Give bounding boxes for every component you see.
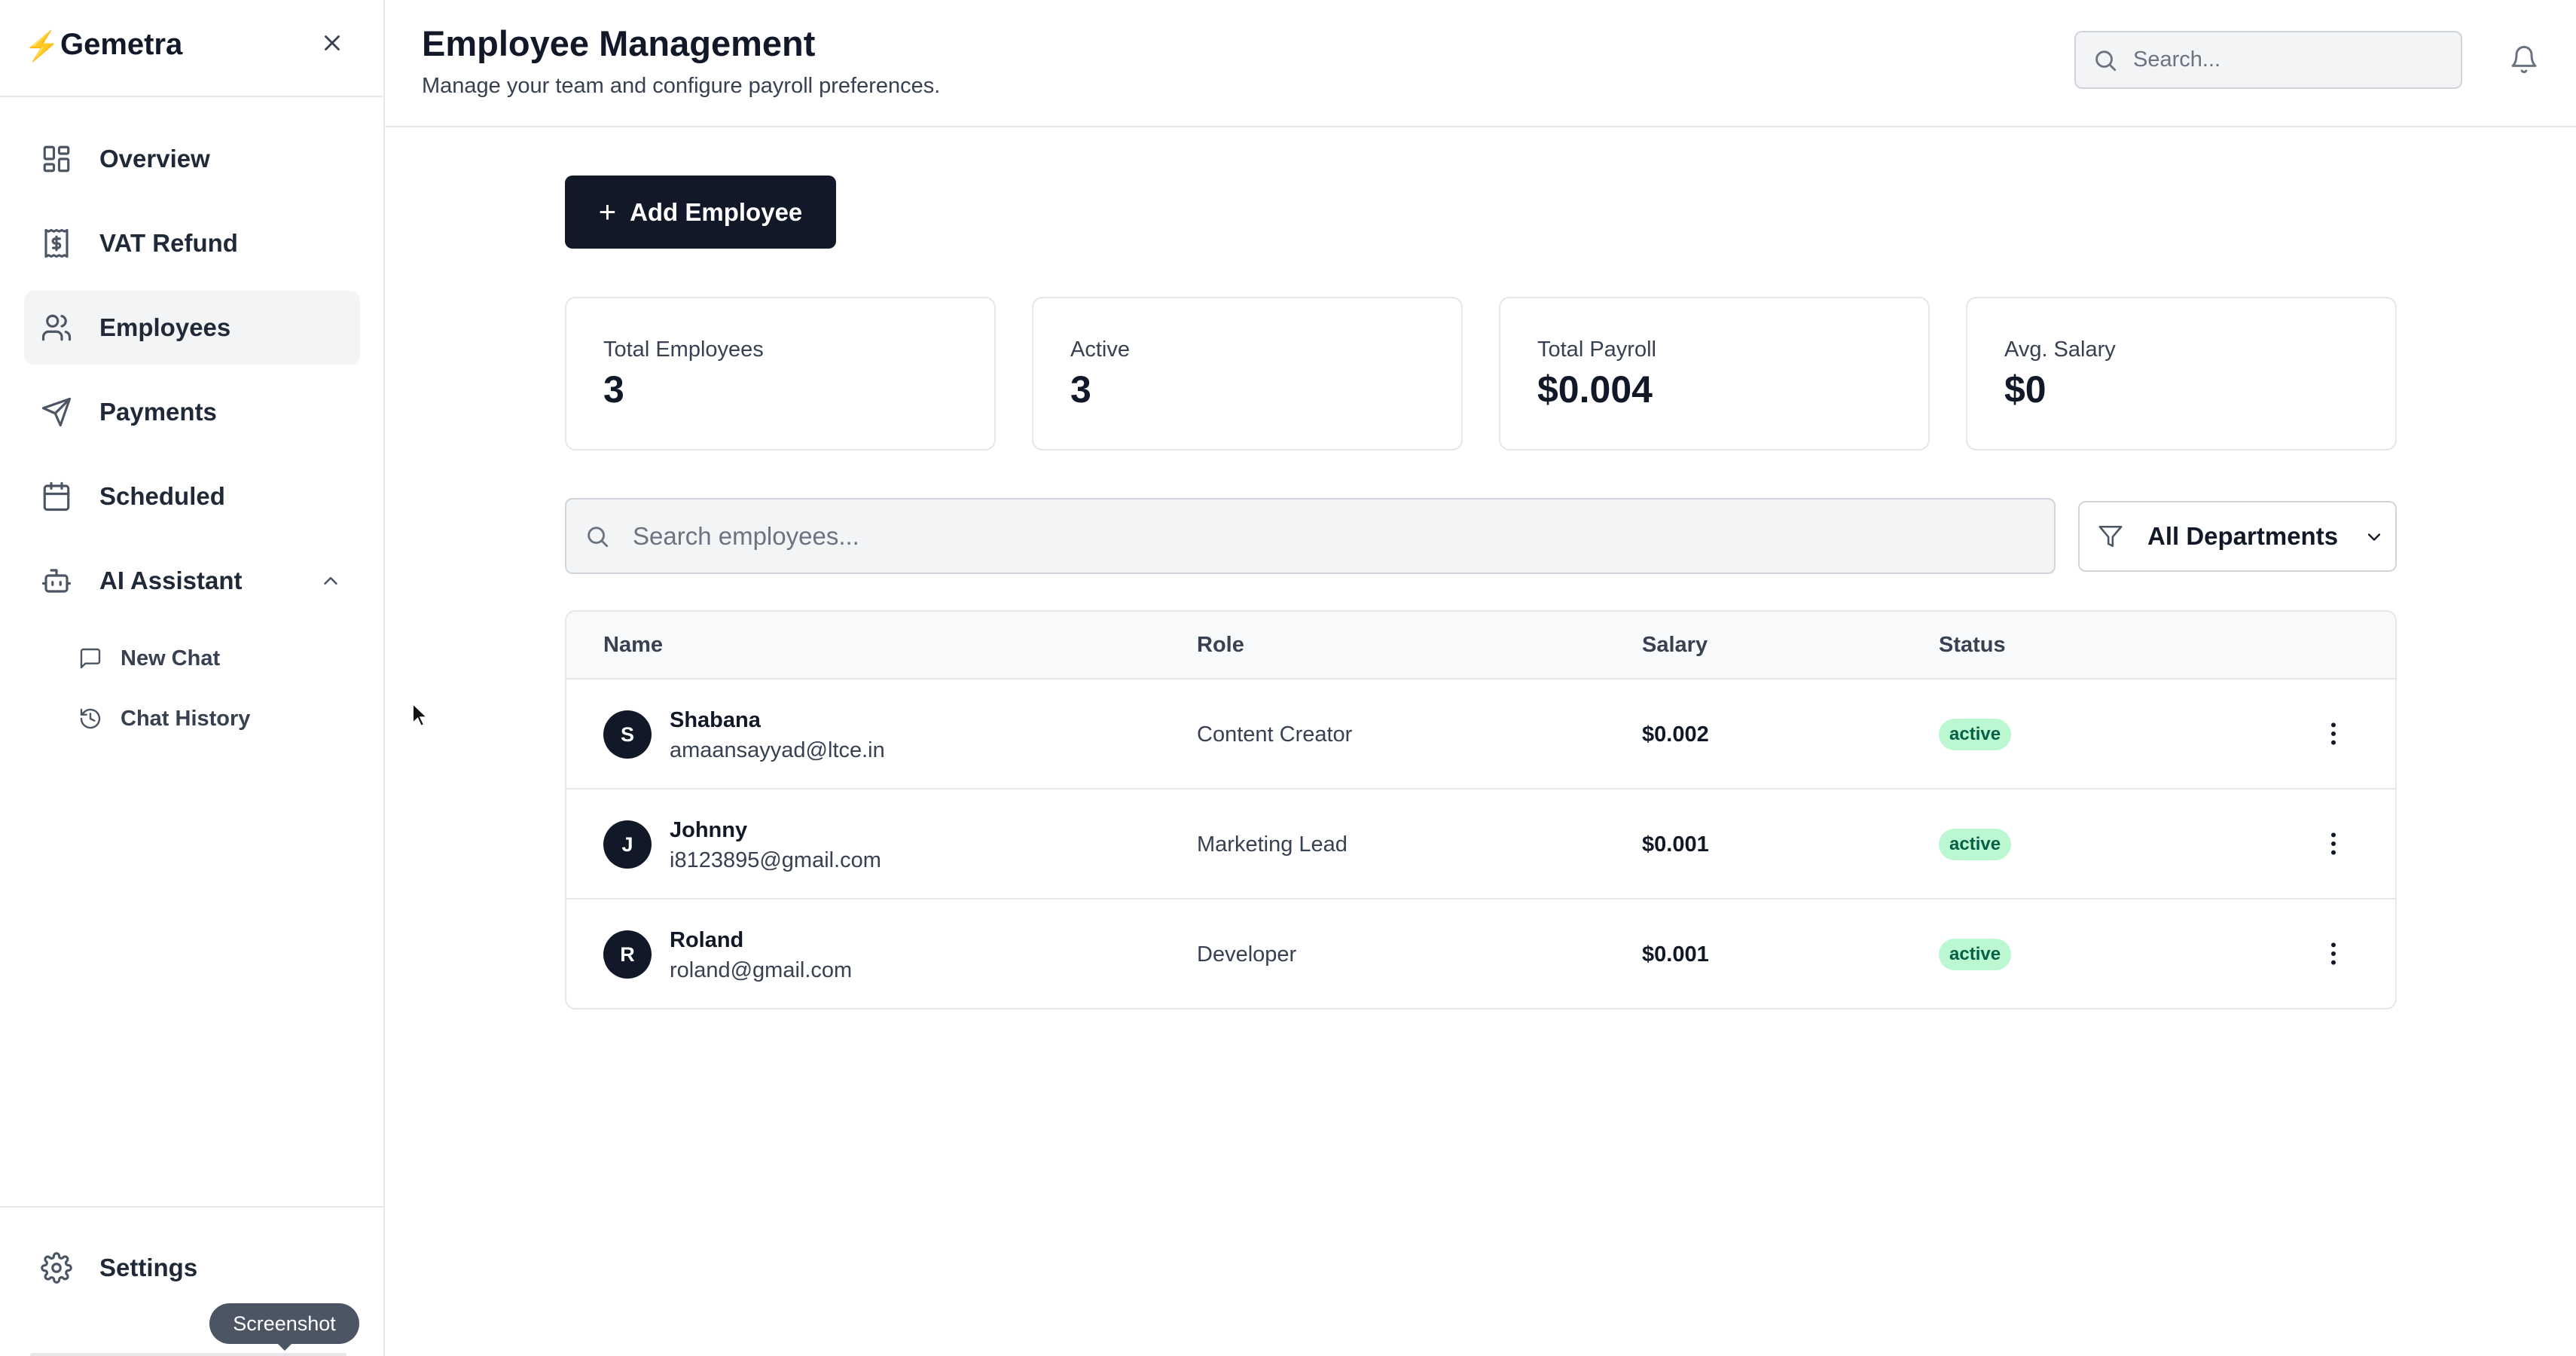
plus-icon: + xyxy=(598,195,617,229)
employee-email: amaansayyad@ltce.in xyxy=(670,738,885,762)
employee-role: Marketing Lead xyxy=(1197,832,1348,857)
page-subtitle: Manage your team and configure payroll p… xyxy=(422,74,941,98)
employee-role: Developer xyxy=(1197,942,1297,967)
table-header: Name Role Salary Status xyxy=(566,612,2395,680)
filter-icon xyxy=(2098,524,2123,549)
avatar: S xyxy=(603,710,652,759)
avatar: J xyxy=(603,820,652,869)
employee-email: i8123895@gmail.com xyxy=(670,848,881,872)
bot-icon xyxy=(41,565,72,597)
settings-label: Settings xyxy=(99,1254,198,1281)
employee-search[interactable] xyxy=(565,498,2056,574)
bell-icon[interactable] xyxy=(2509,44,2539,75)
table-row[interactable]: S Shabana amaansayyad@ltce.in Content Cr… xyxy=(566,680,2395,789)
sidebar-footer: Settings Screenshot xyxy=(0,1206,383,1356)
employee-name: Johnny xyxy=(670,818,748,842)
sidebar: ⚡ Gemetra Overview VAT Refund Employees xyxy=(0,0,385,1356)
brand-header: ⚡ Gemetra xyxy=(0,0,383,97)
add-employee-button[interactable]: + Add Employee xyxy=(565,176,836,249)
sidebar-item-settings[interactable]: Settings xyxy=(41,1252,197,1284)
sidebar-item-scheduled[interactable]: Scheduled xyxy=(24,460,360,533)
stats-row: Total Employees 3 Active 3 Total Payroll… xyxy=(565,297,2397,450)
search-icon xyxy=(584,524,610,549)
stat-value: $0 xyxy=(2004,368,2046,411)
page-title: Employee Management xyxy=(422,23,816,63)
chevron-up-icon[interactable] xyxy=(319,570,342,592)
stat-label: Avg. Salary xyxy=(2004,337,2116,362)
send-icon xyxy=(41,396,72,428)
column-header-salary: Salary xyxy=(1642,633,1708,657)
sidebar-item-label: AI Assistant xyxy=(99,567,243,594)
sidebar-item-ai-assistant[interactable]: AI Assistant xyxy=(24,544,360,618)
receipt-dollar-icon xyxy=(41,228,72,259)
chevron-down-icon xyxy=(2364,527,2385,548)
add-employee-label: Add Employee xyxy=(630,197,803,226)
stat-label: Total Employees xyxy=(603,337,764,362)
table-row[interactable]: J Johnny i8123895@gmail.com Marketing Le… xyxy=(566,789,2395,899)
table-row[interactable]: R Roland roland@gmail.com Developer $0.0… xyxy=(566,899,2395,1008)
employee-name: Roland xyxy=(670,928,744,952)
more-vertical-icon[interactable] xyxy=(2318,939,2349,969)
tooltip-tail xyxy=(276,1342,294,1351)
department-filter-value: All Departments xyxy=(2147,522,2339,550)
sidebar-item-label: Scheduled xyxy=(99,482,225,510)
employee-role: Content Creator xyxy=(1197,722,1353,747)
gear-icon xyxy=(41,1252,72,1284)
sidebar-item-label: VAT Refund xyxy=(99,229,238,257)
sidebar-item-label: Overview xyxy=(99,145,210,173)
stat-card-avg-salary: Avg. Salary $0 xyxy=(1966,297,2397,450)
column-header-name: Name xyxy=(603,633,663,657)
layout-grid-icon xyxy=(41,143,72,175)
sidebar-subitem-label: Chat History xyxy=(121,706,251,731)
stat-card-active: Active 3 xyxy=(1032,297,1463,450)
header-search[interactable] xyxy=(2074,31,2462,89)
stat-value: 3 xyxy=(603,368,624,411)
users-icon xyxy=(41,312,72,344)
bolt-icon: ⚡ xyxy=(24,31,60,63)
brand-name: Gemetra xyxy=(60,28,183,61)
employees-table: Name Role Salary Status S Shabana amaans… xyxy=(565,610,2397,1009)
employee-search-input[interactable] xyxy=(633,521,1988,551)
screenshot-tooltip: Screenshot xyxy=(209,1303,359,1344)
stat-label: Total Payroll xyxy=(1537,337,1656,362)
employee-email: roland@gmail.com xyxy=(670,958,853,982)
column-header-role: Role xyxy=(1197,633,1244,657)
status-badge: active xyxy=(1939,939,2012,970)
stat-value: 3 xyxy=(1070,368,1091,411)
sidebar-item-label: Payments xyxy=(99,398,217,426)
more-vertical-icon[interactable] xyxy=(2318,829,2349,859)
stat-card-total-payroll: Total Payroll $0.004 xyxy=(1499,297,1930,450)
header-search-input[interactable] xyxy=(2133,47,2449,72)
sidebar-subitem-label: New Chat xyxy=(121,646,221,670)
status-badge: active xyxy=(1939,829,2012,860)
sidebar-item-vat-refund[interactable]: VAT Refund xyxy=(24,206,360,280)
more-vertical-icon[interactable] xyxy=(2318,719,2349,749)
department-filter[interactable]: All Departments xyxy=(2078,501,2397,572)
page-header: Employee Management Manage your team and… xyxy=(385,0,2576,127)
sidebar-subitem-chat-history[interactable]: Chat History xyxy=(24,689,360,749)
sidebar-subitem-new-chat[interactable]: New Chat xyxy=(24,628,360,689)
employee-salary: $0.001 xyxy=(1642,832,1709,857)
stat-value: $0.004 xyxy=(1537,368,1653,411)
sidebar-item-payments[interactable]: Payments xyxy=(24,375,360,449)
employee-salary: $0.002 xyxy=(1642,722,1709,747)
history-icon xyxy=(78,707,102,731)
sidebar-item-employees[interactable]: Employees xyxy=(24,291,360,365)
sidebar-nav: Overview VAT Refund Employees Payments S… xyxy=(24,122,360,749)
sidebar-item-overview[interactable]: Overview xyxy=(24,122,360,196)
message-square-icon xyxy=(78,646,102,670)
employee-name: Shabana xyxy=(670,708,761,732)
mouse-cursor-icon xyxy=(411,702,429,728)
stat-card-total-employees: Total Employees 3 xyxy=(565,297,996,450)
avatar: R xyxy=(603,930,652,979)
sidebar-bottom-strip xyxy=(30,1353,346,1356)
search-icon xyxy=(2092,47,2118,73)
stat-label: Active xyxy=(1070,337,1130,362)
column-header-status: Status xyxy=(1939,633,2006,657)
close-icon[interactable] xyxy=(319,30,345,56)
status-badge: active xyxy=(1939,719,2012,750)
calendar-icon xyxy=(41,481,72,512)
sidebar-item-label: Employees xyxy=(99,313,231,341)
employee-salary: $0.001 xyxy=(1642,942,1709,967)
